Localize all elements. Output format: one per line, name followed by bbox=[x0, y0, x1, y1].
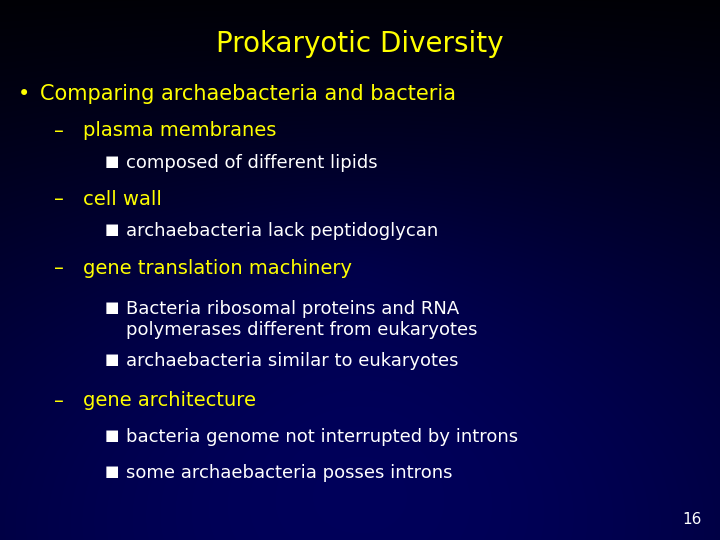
Text: ■: ■ bbox=[104, 464, 119, 480]
Text: composed of different lipids: composed of different lipids bbox=[126, 154, 377, 172]
Text: Prokaryotic Diversity: Prokaryotic Diversity bbox=[216, 30, 504, 58]
Text: –: – bbox=[54, 259, 64, 278]
Text: Comparing archaebacteria and bacteria: Comparing archaebacteria and bacteria bbox=[40, 84, 456, 104]
Text: some archaebacteria posses introns: some archaebacteria posses introns bbox=[126, 464, 452, 482]
Text: ■: ■ bbox=[104, 352, 119, 367]
Text: archaebacteria similar to eukaryotes: archaebacteria similar to eukaryotes bbox=[126, 352, 459, 370]
Text: gene translation machinery: gene translation machinery bbox=[83, 259, 352, 278]
Text: ■: ■ bbox=[104, 154, 119, 169]
Text: –: – bbox=[54, 190, 64, 209]
Text: –: – bbox=[54, 392, 64, 410]
Text: bacteria genome not interrupted by introns: bacteria genome not interrupted by intro… bbox=[126, 428, 518, 446]
Text: –: – bbox=[54, 122, 64, 140]
Text: •: • bbox=[18, 84, 30, 104]
Text: cell wall: cell wall bbox=[83, 190, 162, 209]
Text: ■: ■ bbox=[104, 428, 119, 443]
Text: gene architecture: gene architecture bbox=[83, 392, 256, 410]
Text: 16: 16 bbox=[683, 511, 702, 526]
Text: plasma membranes: plasma membranes bbox=[83, 122, 276, 140]
Text: archaebacteria lack peptidoglycan: archaebacteria lack peptidoglycan bbox=[126, 222, 438, 240]
Text: ■: ■ bbox=[104, 300, 119, 315]
Text: Bacteria ribosomal proteins and RNA
polymerases different from eukaryotes: Bacteria ribosomal proteins and RNA poly… bbox=[126, 300, 477, 339]
Text: ■: ■ bbox=[104, 222, 119, 238]
